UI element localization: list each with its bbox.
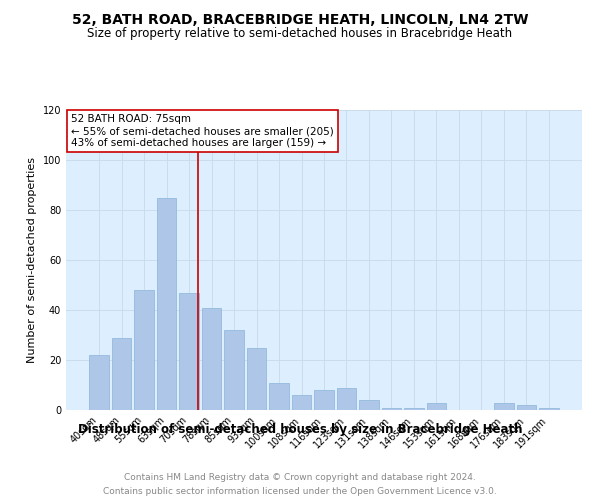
Text: Contains HM Land Registry data © Crown copyright and database right 2024.: Contains HM Land Registry data © Crown c… [124,472,476,482]
Bar [427,402,446,410]
Bar [494,402,514,410]
Y-axis label: Number of semi-detached properties: Number of semi-detached properties [27,157,37,363]
Bar [269,382,289,410]
Bar [224,330,244,410]
Bar [314,390,334,410]
Bar [179,292,199,410]
Text: Size of property relative to semi-detached houses in Bracebridge Heath: Size of property relative to semi-detach… [88,28,512,40]
Bar [382,408,401,410]
Text: Distribution of semi-detached houses by size in Bracebridge Heath: Distribution of semi-detached houses by … [78,422,522,436]
Bar [539,408,559,410]
Bar [112,338,131,410]
Bar [247,348,266,410]
Text: 52, BATH ROAD, BRACEBRIDGE HEATH, LINCOLN, LN4 2TW: 52, BATH ROAD, BRACEBRIDGE HEATH, LINCOL… [72,12,528,26]
Bar [517,405,536,410]
Bar [134,290,154,410]
Bar [292,395,311,410]
Bar [404,408,424,410]
Text: Contains public sector information licensed under the Open Government Licence v3: Contains public sector information licen… [103,488,497,496]
Bar [337,388,356,410]
Bar [359,400,379,410]
Bar [202,308,221,410]
Bar [89,355,109,410]
Bar [157,198,176,410]
Text: 52 BATH ROAD: 75sqm
← 55% of semi-detached houses are smaller (205)
43% of semi-: 52 BATH ROAD: 75sqm ← 55% of semi-detach… [71,114,334,148]
